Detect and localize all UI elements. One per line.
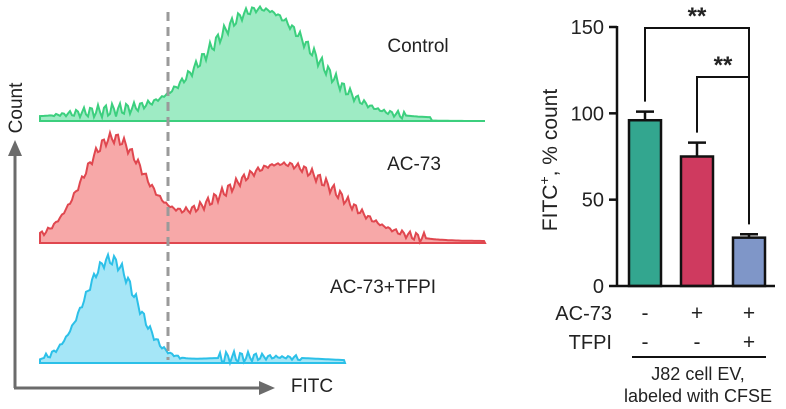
bar-2: [731, 236, 767, 288]
bar-0: [627, 118, 663, 288]
row-mark-1-2: +: [743, 331, 755, 354]
row-mark-1-1: -: [694, 331, 701, 354]
histogram-ac73: [39, 129, 487, 245]
bar-1: [679, 155, 715, 288]
row-mark-0-0: -: [642, 302, 649, 325]
significance-bracket-1: [696, 76, 750, 225]
y-axis-label: Count: [6, 82, 27, 133]
bar-group: [627, 110, 767, 288]
y-tick-label-0: 0: [593, 276, 604, 298]
series-label-ac73-tfpi: AC-73+TFPI: [330, 277, 436, 298]
histogram-control: [39, 4, 485, 122]
row-mark-1-0: -: [642, 331, 649, 354]
significance-label-1: **: [714, 52, 733, 79]
series-label-ac73: AC-73: [387, 154, 441, 175]
row-mark-0-2: +: [743, 302, 755, 325]
group-label-line2: labeled with CFSE: [624, 386, 772, 406]
y-tick-label-3: 150: [571, 17, 604, 39]
histogram-panel: Control AC-73 AC-73+TFPI FITC Count: [6, 4, 487, 397]
bar-chart-panel: 0 50 100 150 ** ** AC-73 - + + TFPI - - + FITC+, % …: [536, 3, 775, 406]
y-tick-label-1: 50: [582, 190, 604, 212]
row-label-0: AC-73: [555, 303, 612, 325]
treatment-table: AC-73 - + + TFPI - - +: [555, 302, 755, 354]
y-tick-label-2: 100: [571, 103, 604, 125]
row-label-1: TFPI: [569, 332, 612, 354]
bar-y-axis: [615, 26, 775, 288]
significance-label-0: **: [688, 3, 707, 30]
histogram-ac73-tfpi: [39, 251, 347, 367]
x-axis-label: FITC: [291, 376, 333, 397]
bar-y-ticks: 0 50 100 150: [571, 17, 617, 298]
bar-y-axis-label: FITC+, % count: [536, 89, 562, 232]
series-label-control: Control: [387, 36, 448, 57]
x-axis-arrowhead: [259, 381, 275, 395]
row-mark-0-1: +: [691, 302, 703, 325]
histogram-axes: [8, 140, 275, 395]
significance-brackets: ** **: [644, 3, 750, 225]
y-axis-arrowhead: [8, 140, 22, 156]
group-label-line1: J82 cell EV,: [651, 364, 744, 384]
